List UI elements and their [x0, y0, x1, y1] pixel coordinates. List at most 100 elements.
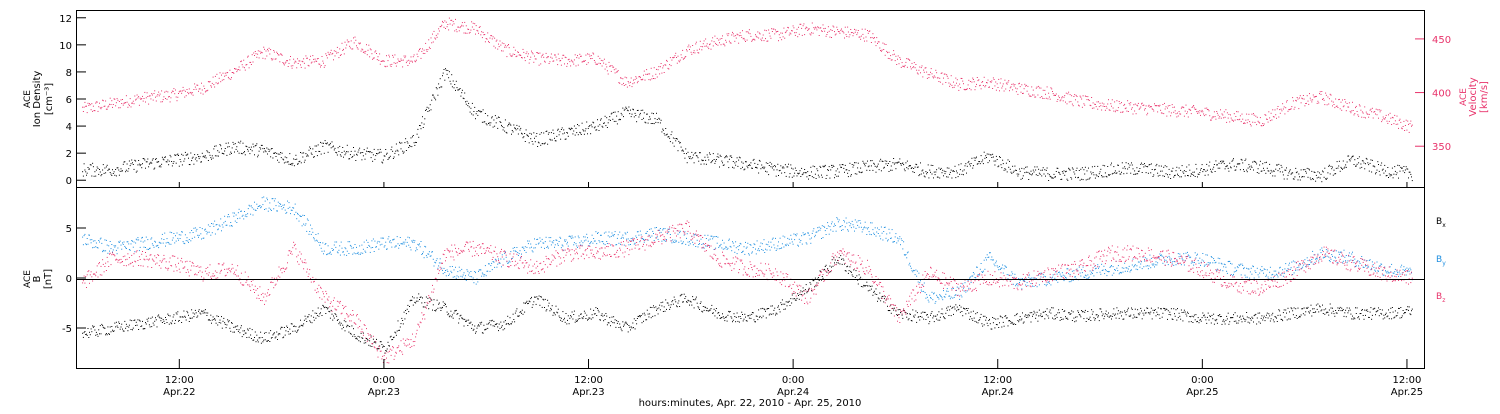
- data-point: [389, 155, 391, 157]
- data-point: [1172, 106, 1174, 108]
- data-point: [110, 173, 112, 175]
- data-point: [763, 40, 765, 42]
- data-point: [237, 150, 239, 152]
- data-point: [128, 103, 130, 105]
- data-point: [379, 63, 381, 65]
- data-point: [425, 110, 427, 111]
- data-point: [1144, 312, 1146, 314]
- data-point: [1347, 106, 1349, 108]
- data-point: [200, 313, 202, 315]
- data-point: [243, 334, 245, 336]
- data-point: [1196, 321, 1198, 323]
- data-point: [454, 84, 456, 85]
- data-point: [784, 164, 786, 166]
- data-point: [928, 77, 930, 79]
- data-point: [1065, 317, 1067, 319]
- data-point: [920, 173, 922, 175]
- data-point: [801, 27, 803, 29]
- data-point: [1092, 311, 1094, 313]
- data-point: [678, 60, 680, 62]
- data-point: [873, 37, 875, 38]
- data-point: [802, 25, 804, 27]
- data-point: [1098, 176, 1099, 178]
- data-point: [692, 296, 694, 298]
- data-point: [693, 307, 695, 309]
- data-point: [587, 62, 589, 64]
- data-point: [599, 124, 601, 126]
- data-point: [338, 151, 340, 152]
- data-point: [240, 327, 242, 329]
- data-point: [412, 56, 414, 58]
- data-point: [273, 333, 275, 335]
- data-point: [1246, 122, 1248, 124]
- data-point: [569, 317, 571, 319]
- data-point: [606, 66, 608, 68]
- data-point: [303, 319, 305, 321]
- data-point: [86, 334, 88, 336]
- data-point: [126, 163, 128, 165]
- data-point: [601, 313, 603, 315]
- data-point: [1313, 96, 1315, 98]
- data-point: [937, 77, 939, 79]
- data-point: [848, 36, 850, 38]
- data-point: [613, 120, 615, 122]
- data-point: [1274, 175, 1276, 177]
- data-point: [1216, 111, 1218, 112]
- data-point: [234, 326, 236, 328]
- data-point: [1014, 84, 1016, 85]
- data-point: [1271, 119, 1273, 121]
- data-point: [554, 54, 556, 56]
- data-point: [458, 322, 460, 324]
- data-point: [192, 94, 194, 96]
- data-point: [755, 315, 757, 317]
- data-point: [1174, 315, 1176, 317]
- data-point: [1328, 165, 1330, 167]
- data-point: [997, 87, 999, 88]
- data-point: [991, 80, 993, 82]
- data-point: [675, 140, 677, 142]
- data-point: [692, 157, 694, 159]
- data-point: [1235, 116, 1237, 117]
- data-point: [181, 90, 183, 92]
- data-point: [742, 162, 744, 164]
- data-point: [669, 308, 671, 310]
- data-point: [89, 334, 91, 336]
- data-point: [481, 31, 483, 33]
- data-point: [503, 43, 505, 45]
- data-point: [1309, 169, 1310, 171]
- data-point: [1021, 318, 1023, 320]
- data-point: [96, 101, 98, 103]
- data-point: [354, 336, 356, 338]
- data-point: [1276, 108, 1278, 110]
- data-point: [474, 106, 476, 108]
- data-point: [967, 308, 969, 309]
- data-point: [1141, 310, 1142, 312]
- data-point: [857, 167, 859, 169]
- data-point: [1101, 102, 1103, 104]
- data-point: [699, 152, 701, 154]
- data-point: [708, 159, 710, 161]
- data-point: [345, 321, 347, 323]
- data-point: [1378, 170, 1380, 172]
- data-point: [1064, 174, 1066, 176]
- data-point: [363, 149, 365, 151]
- data-point: [898, 63, 900, 65]
- data-point: [1361, 116, 1363, 118]
- data-point: [1094, 103, 1096, 105]
- data-point: [1386, 120, 1388, 122]
- data-point: [298, 60, 300, 62]
- data-point: [111, 175, 113, 176]
- data-point: [771, 167, 773, 169]
- data-point: [1340, 166, 1342, 168]
- data-point: [1032, 313, 1034, 315]
- data-point: [130, 163, 132, 165]
- data-point: [315, 317, 317, 319]
- data-point: [853, 32, 855, 34]
- data-point: [679, 59, 681, 61]
- data-point: [687, 46, 689, 48]
- data-point: [401, 317, 403, 319]
- data-point: [465, 25, 467, 27]
- data-point: [758, 159, 760, 161]
- data-point: [1104, 109, 1106, 111]
